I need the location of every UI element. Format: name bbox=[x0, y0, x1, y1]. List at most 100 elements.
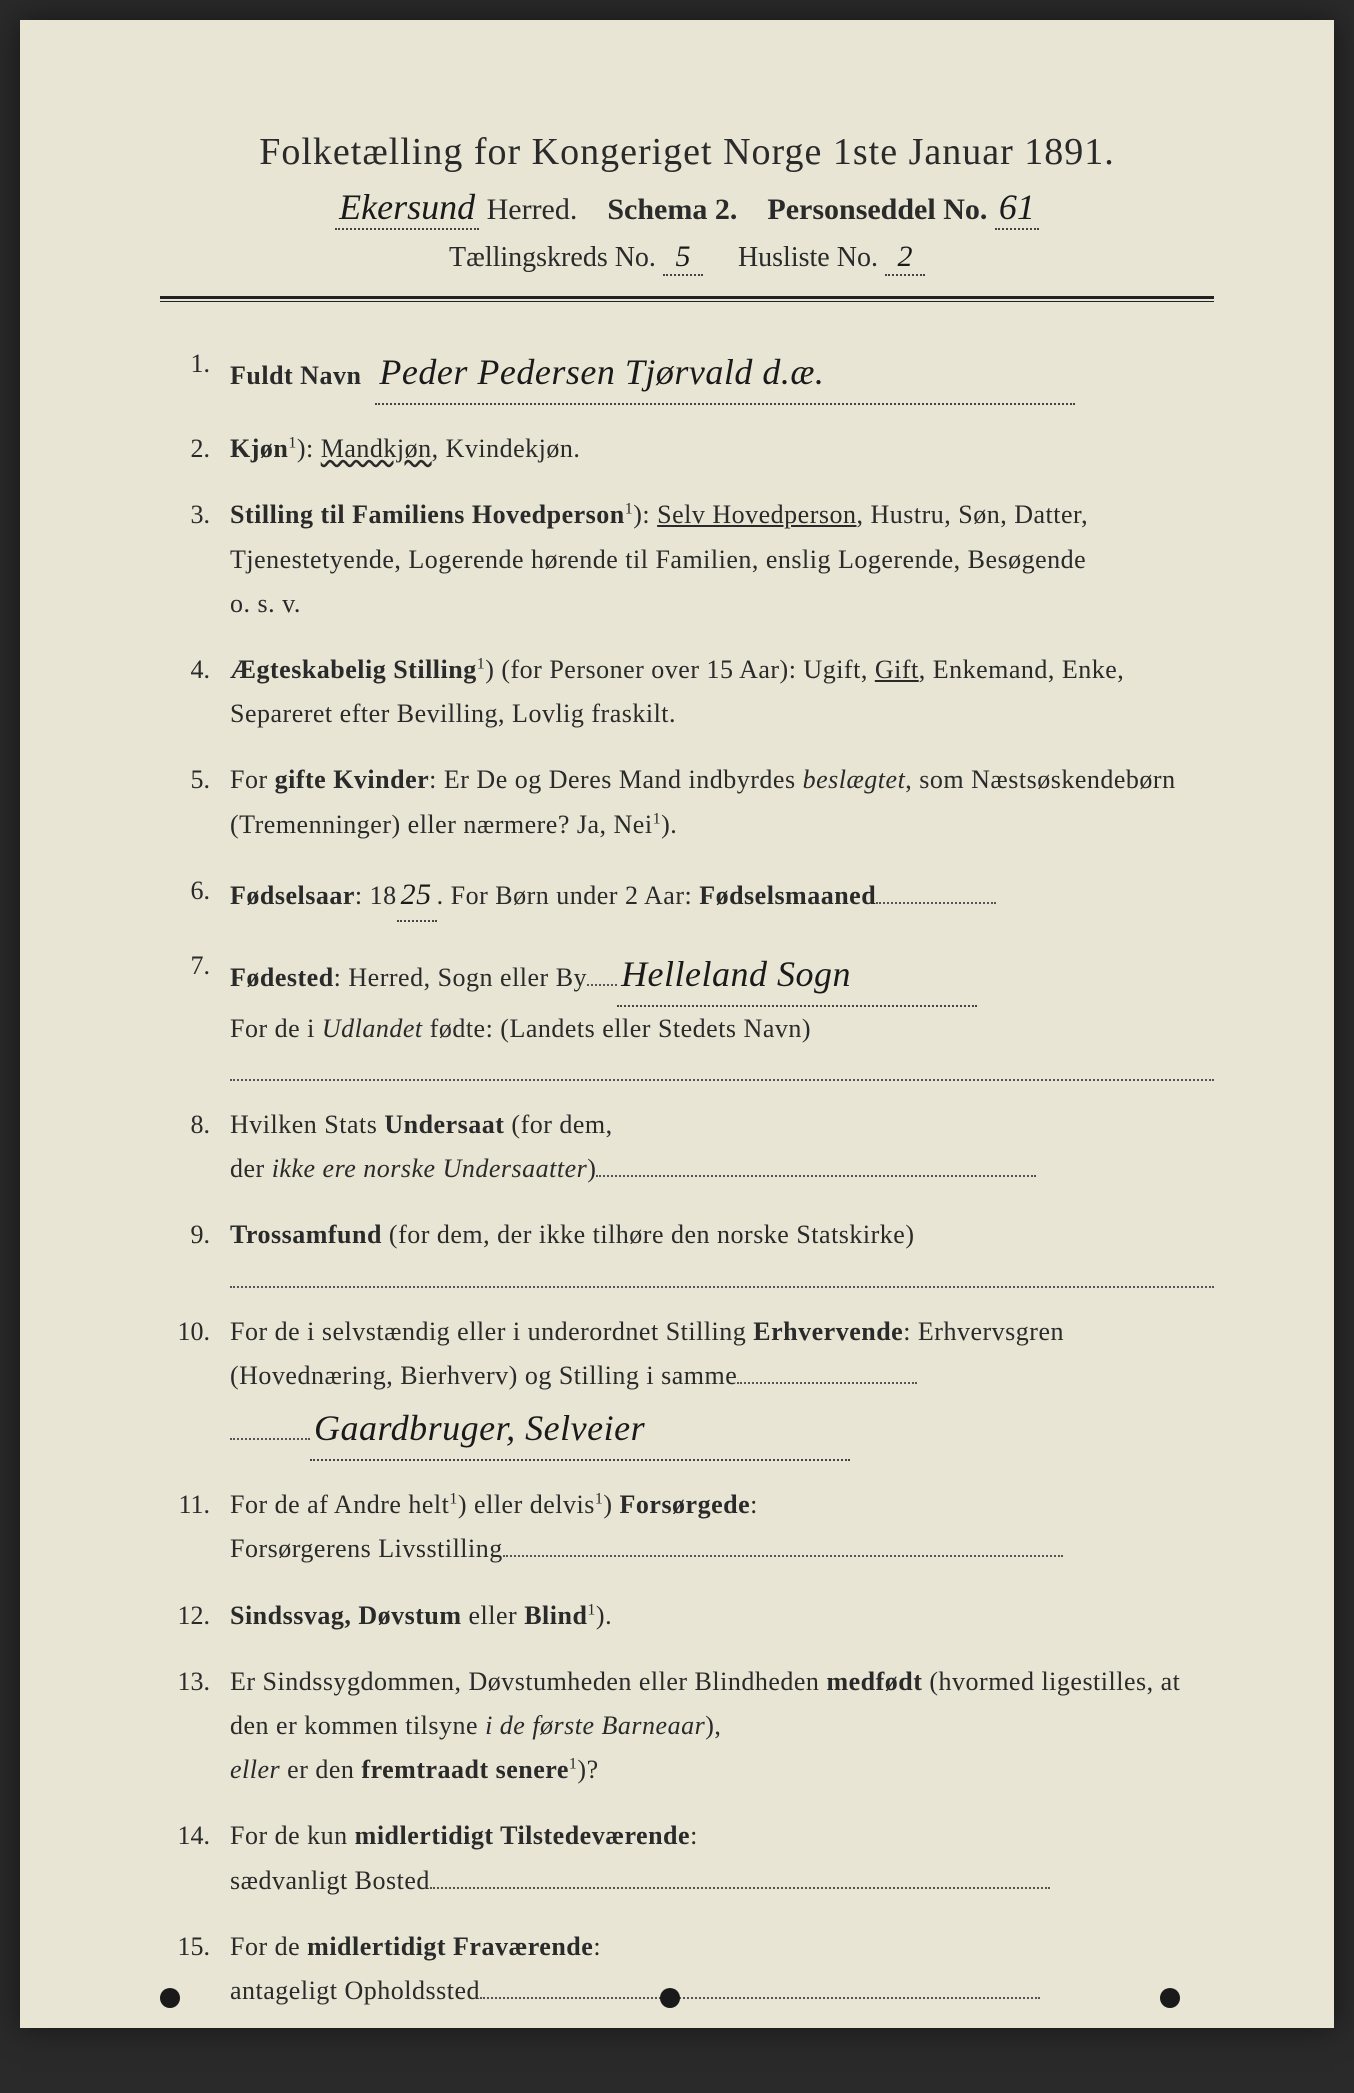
item-label2: fremtraadt senere bbox=[361, 1755, 569, 1784]
item-2: 2. Kjøn1): Mandkjøn, Kvindekjøn. bbox=[170, 427, 1214, 471]
person-no-handwritten: 61 bbox=[995, 186, 1039, 230]
item-text: For de i selvstændig eller i underordnet… bbox=[230, 1317, 746, 1346]
item-content: For de af Andre helt1) eller delvis1) Fo… bbox=[230, 1483, 1214, 1571]
item-prefix: For bbox=[230, 765, 275, 794]
item-text-after: : bbox=[593, 1932, 601, 1961]
item-content: Sindssvag, Døvstum eller Blind1). bbox=[230, 1594, 1214, 1638]
punch-hole bbox=[160, 1988, 180, 2008]
item-number: 1. bbox=[170, 342, 230, 405]
blank-line bbox=[503, 1555, 1063, 1557]
item-number: 3. bbox=[170, 493, 230, 626]
item-number: 5. bbox=[170, 758, 230, 846]
item-5: 5. For gifte Kvinder: Er De og Deres Man… bbox=[170, 758, 1214, 846]
footnote: 1) De for hvert Tilfælde passende Ord un… bbox=[160, 2063, 1214, 2093]
item-line2: Forsørgerens Livsstilling bbox=[230, 1534, 503, 1563]
item-text: ): bbox=[633, 500, 650, 529]
item-text: For de af Andre helt bbox=[230, 1490, 449, 1519]
footnote-ref: 1 bbox=[288, 435, 297, 452]
header-line-2: Tællingskreds No. 5 Husliste No. 2 bbox=[160, 240, 1214, 276]
punch-hole bbox=[660, 1988, 680, 2008]
item-13: 13. Er Sindssygdommen, Døvstumheden elle… bbox=[170, 1660, 1214, 1793]
item-label: Undersaat bbox=[384, 1110, 504, 1139]
item-label: medfødt bbox=[826, 1667, 922, 1696]
item-10: 10. For de i selvstændig eller i underor… bbox=[170, 1310, 1214, 1462]
item-label2: Blind bbox=[524, 1601, 587, 1630]
item-label: Trossamfund bbox=[230, 1220, 382, 1249]
item-text: ): bbox=[297, 434, 314, 463]
blank-line bbox=[230, 1264, 1214, 1288]
item-content: For de midlertidigt Fraværende: antageli… bbox=[230, 1925, 1214, 2013]
item-label: midlertidigt Tilstedeværende bbox=[355, 1821, 690, 1850]
blank-line bbox=[480, 1997, 1040, 1999]
herred-handwritten: Ekersund bbox=[335, 186, 479, 230]
footnote-ref: 1 bbox=[595, 1491, 604, 1508]
item-number: 11. bbox=[170, 1483, 230, 1571]
year-prefix: : 18 bbox=[355, 881, 397, 910]
item-line2: antageligt Opholdssted bbox=[230, 1976, 480, 2005]
footnote-ref: 1 bbox=[625, 501, 634, 518]
item-number: 6. bbox=[170, 869, 230, 922]
item-content: Trossamfund (for dem, der ikke tilhøre d… bbox=[230, 1213, 1214, 1287]
header-rule bbox=[160, 296, 1214, 302]
item-label: Sindssvag, Døvstum bbox=[230, 1601, 462, 1630]
item-content: Kjøn1): Mandkjøn, Kvindekjøn. bbox=[230, 427, 1214, 471]
item-15: 15. For de midlertidigt Fraværende: anta… bbox=[170, 1925, 1214, 2013]
item-number: 10. bbox=[170, 1310, 230, 1462]
schema-label: Schema 2. bbox=[607, 193, 737, 226]
item-text: . For Børn under 2 Aar: bbox=[437, 881, 693, 910]
item-text-after: : bbox=[690, 1821, 698, 1850]
header-line-1: Ekersund Herred. Schema 2. Personseddel … bbox=[160, 186, 1214, 230]
blank-line bbox=[230, 1057, 1214, 1081]
item-number: 8. bbox=[170, 1103, 230, 1191]
footnote-marker: 1 bbox=[317, 2063, 329, 2080]
item-tail: o. s. v. bbox=[230, 589, 301, 618]
form-header: Folketælling for Kongeriget Norge 1ste J… bbox=[160, 130, 1214, 276]
item-content: Fødested: Herred, Sogn eller By Helleland… bbox=[230, 944, 1214, 1081]
item-label: Forsørgede bbox=[620, 1490, 751, 1519]
birthplace-handwritten: Helleland Sogn bbox=[617, 944, 977, 1007]
item-content: Er Sindssygdommen, Døvstumheden eller Bl… bbox=[230, 1660, 1214, 1793]
item-line2: sædvanligt Bosted bbox=[230, 1866, 430, 1895]
item-content: For de kun midlertidigt Tilstedeværende:… bbox=[230, 1814, 1214, 1902]
item-8: 8. Hvilken Stats Undersaat (for dem, der… bbox=[170, 1103, 1214, 1191]
item-text: Er Sindssygdommen, Døvstumheden eller Bl… bbox=[230, 1667, 819, 1696]
item-11: 11. For de af Andre helt1) eller delvis1… bbox=[170, 1483, 1214, 1571]
item-label: Fødested bbox=[230, 963, 334, 992]
item-label: Fuldt Navn bbox=[230, 361, 361, 390]
item-text: For de bbox=[230, 1932, 300, 1961]
item-number: 7. bbox=[170, 944, 230, 1081]
item-9: 9. Trossamfund (for dem, der ikke tilhør… bbox=[170, 1213, 1214, 1287]
item-text: (for dem, der ikke tilhøre den norske St… bbox=[382, 1220, 915, 1249]
item-content: For gifte Kvinder: Er De og Deres Mand i… bbox=[230, 758, 1214, 846]
item-label2: Fødselsmaaned bbox=[699, 881, 876, 910]
blank-line bbox=[587, 984, 617, 986]
item-mid: ) eller delvis bbox=[458, 1490, 595, 1519]
footnote-ref: 1 bbox=[653, 810, 662, 827]
item-text: Hvilken Stats bbox=[230, 1110, 377, 1139]
item-6: 6. Fødselsaar: 1825. For Børn under 2 Aa… bbox=[170, 869, 1214, 922]
item-label: Kjøn bbox=[230, 434, 288, 463]
item-content: For de i selvstændig eller i underordnet… bbox=[230, 1310, 1214, 1462]
item-text: : Herred, Sogn eller By bbox=[334, 963, 587, 992]
form-title: Folketælling for Kongeriget Norge 1ste J… bbox=[160, 130, 1214, 174]
item-label: Ægteskabelig Stilling bbox=[230, 655, 477, 684]
option-selected: Gift bbox=[875, 655, 919, 684]
item-content: Fødselsaar: 1825. For Børn under 2 Aar: … bbox=[230, 869, 1214, 922]
item-text: eller bbox=[462, 1601, 525, 1630]
herred-label: Herred. bbox=[487, 193, 578, 226]
item-number: 2. bbox=[170, 427, 230, 471]
option-selected: Selv Hovedperson bbox=[657, 500, 856, 529]
item-text-after: : bbox=[750, 1490, 758, 1519]
item-14: 14. For de kun midlertidigt Tilstedevære… bbox=[170, 1814, 1214, 1902]
husliste-label: Husliste No. bbox=[738, 242, 878, 273]
blank-line bbox=[430, 1887, 1050, 1889]
item-number: 12. bbox=[170, 1594, 230, 1638]
item-content: Stilling til Familiens Hovedperson1): Se… bbox=[230, 493, 1214, 626]
item-text: For de kun bbox=[230, 1821, 348, 1850]
occupation-handwritten: Gaardbruger, Selveier bbox=[310, 1398, 850, 1461]
kreds-label: Tællingskreds No. bbox=[449, 242, 656, 273]
year-handwritten: 25 bbox=[397, 869, 437, 922]
footnote-ref: 1 bbox=[587, 1601, 596, 1618]
census-form-page: Folketælling for Kongeriget Norge 1ste J… bbox=[20, 20, 1334, 2028]
item-1: 1. Fuldt Navn Peder Pedersen Tjørvald d.… bbox=[170, 342, 1214, 405]
